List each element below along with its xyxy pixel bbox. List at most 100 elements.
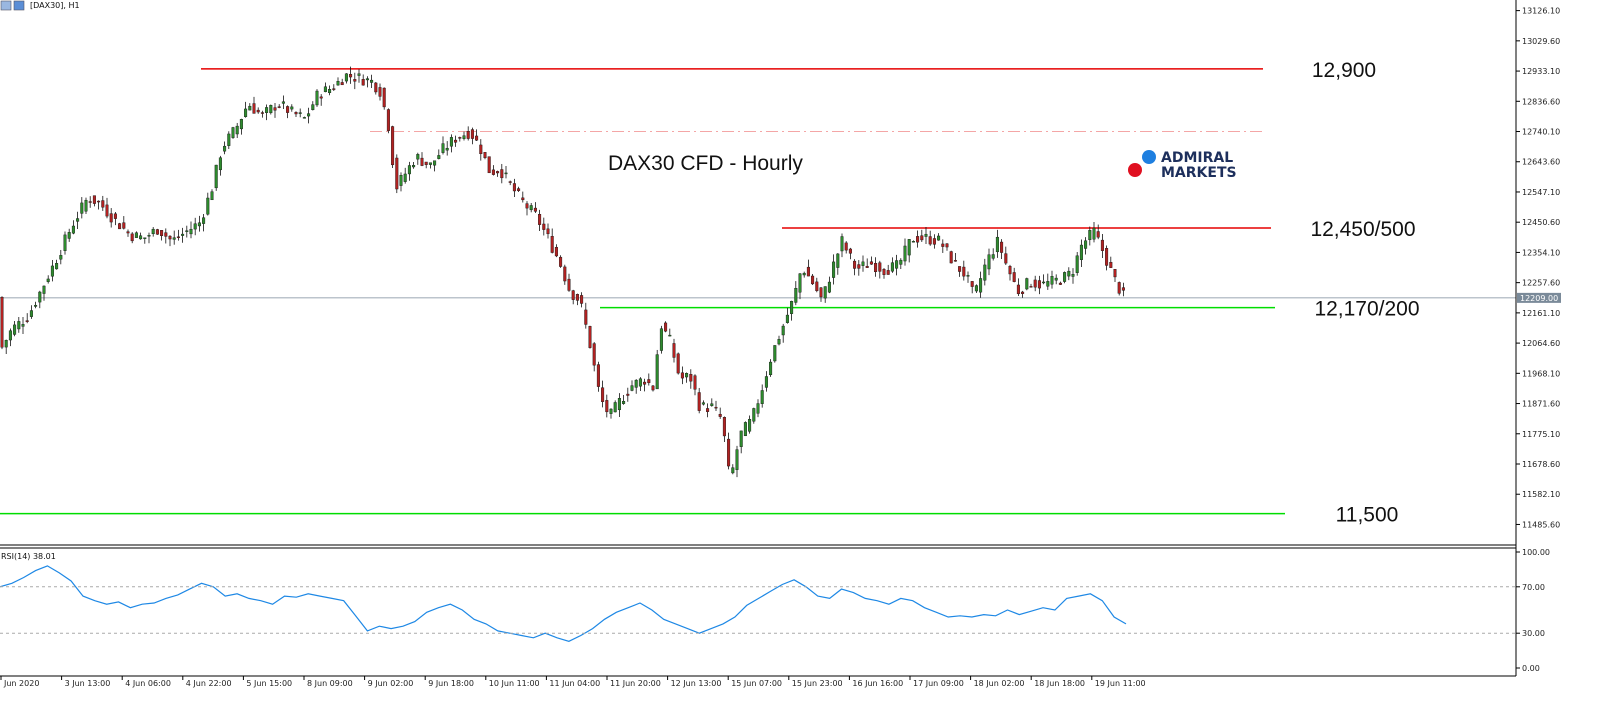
candle	[172, 230, 176, 245]
candle	[1079, 239, 1083, 268]
candle	[542, 217, 546, 236]
candle	[273, 102, 277, 118]
candle	[979, 271, 983, 298]
candle	[533, 202, 537, 214]
candle	[995, 229, 999, 258]
candle	[21, 316, 25, 334]
x-tick-label: 12 Jun 13:00	[671, 679, 722, 688]
y-tick-label: 12643.60	[1522, 158, 1560, 167]
candle	[1012, 267, 1016, 283]
candle	[8, 328, 12, 347]
candle	[1088, 226, 1092, 246]
candle	[924, 226, 928, 245]
candle	[890, 257, 894, 273]
y-tick-label: 11485.60	[1522, 520, 1560, 529]
candle	[815, 277, 819, 293]
candle	[895, 254, 899, 276]
candle	[88, 196, 92, 208]
candle	[139, 232, 143, 240]
admiral-markets-logo: ADMIRAL MARKETS	[1128, 150, 1237, 181]
candle	[399, 172, 403, 192]
candle	[340, 78, 344, 86]
candle	[857, 260, 861, 276]
x-tick-label: 16 Jun 16:00	[852, 679, 903, 688]
candle	[487, 156, 491, 174]
candle	[588, 325, 592, 349]
candle	[844, 241, 848, 254]
chart-title: DAX30 CFD - Hourly	[608, 152, 803, 175]
candle	[38, 290, 42, 309]
candle	[445, 141, 449, 156]
candle	[130, 232, 134, 244]
candle	[752, 407, 756, 424]
candle	[239, 118, 243, 135]
candle	[651, 384, 655, 392]
candle	[697, 387, 701, 414]
x-tick-label: 4 Jun 22:00	[186, 679, 232, 688]
candle	[869, 256, 873, 265]
candle	[937, 233, 941, 241]
candle	[861, 255, 865, 272]
candle	[298, 108, 302, 118]
candle	[458, 136, 462, 142]
x-tick-label: 17 Jun 09:00	[913, 679, 964, 688]
x-tick-label: 15 Jun 23:00	[792, 679, 843, 688]
candle	[517, 186, 521, 193]
symbol-icon	[13, 0, 25, 11]
candle	[1033, 275, 1037, 292]
candle	[664, 321, 668, 333]
candle	[496, 170, 500, 177]
candle	[571, 289, 575, 305]
x-tick-label: 4 Jun 06:00	[125, 679, 171, 688]
candle	[46, 275, 50, 284]
candle	[1004, 246, 1008, 266]
candle	[227, 131, 231, 150]
candle	[832, 254, 836, 285]
candle	[370, 74, 374, 89]
candle	[1050, 270, 1054, 289]
candle	[265, 104, 269, 121]
candle	[689, 369, 693, 389]
candle	[4, 339, 8, 354]
candle	[353, 72, 357, 90]
candle	[538, 209, 542, 232]
candle	[886, 264, 890, 275]
candle	[407, 161, 411, 181]
candle	[176, 229, 180, 241]
candle	[76, 211, 80, 229]
candle	[332, 84, 336, 92]
candle	[974, 284, 978, 293]
candle	[302, 116, 306, 119]
candle	[210, 189, 214, 201]
candle	[403, 167, 407, 184]
x-tick-label: 15 Jun 07:00	[731, 679, 782, 688]
candle	[773, 345, 777, 363]
candle	[1096, 224, 1100, 240]
candle	[50, 259, 54, 282]
candle	[647, 373, 651, 386]
candle	[529, 202, 533, 213]
candle	[256, 107, 260, 114]
current-price-tag	[1517, 292, 1561, 303]
candle	[941, 239, 945, 253]
candle	[248, 103, 252, 111]
candle	[1117, 281, 1121, 296]
candle	[811, 274, 815, 286]
candle	[67, 228, 71, 242]
candle	[378, 83, 382, 101]
y-tick-label: 12933.10	[1522, 67, 1560, 76]
candle	[55, 259, 59, 270]
candle	[878, 260, 882, 279]
candle	[323, 82, 327, 93]
candle	[987, 248, 991, 276]
candle	[277, 104, 281, 109]
level-label: 11,500	[1336, 504, 1399, 527]
x-tick-label: 9 Jun 02:00	[368, 679, 414, 688]
candle	[92, 195, 96, 207]
candle	[760, 384, 764, 408]
candle	[1008, 264, 1012, 281]
candle	[626, 387, 630, 402]
candle	[1058, 281, 1062, 285]
candle	[147, 232, 151, 244]
